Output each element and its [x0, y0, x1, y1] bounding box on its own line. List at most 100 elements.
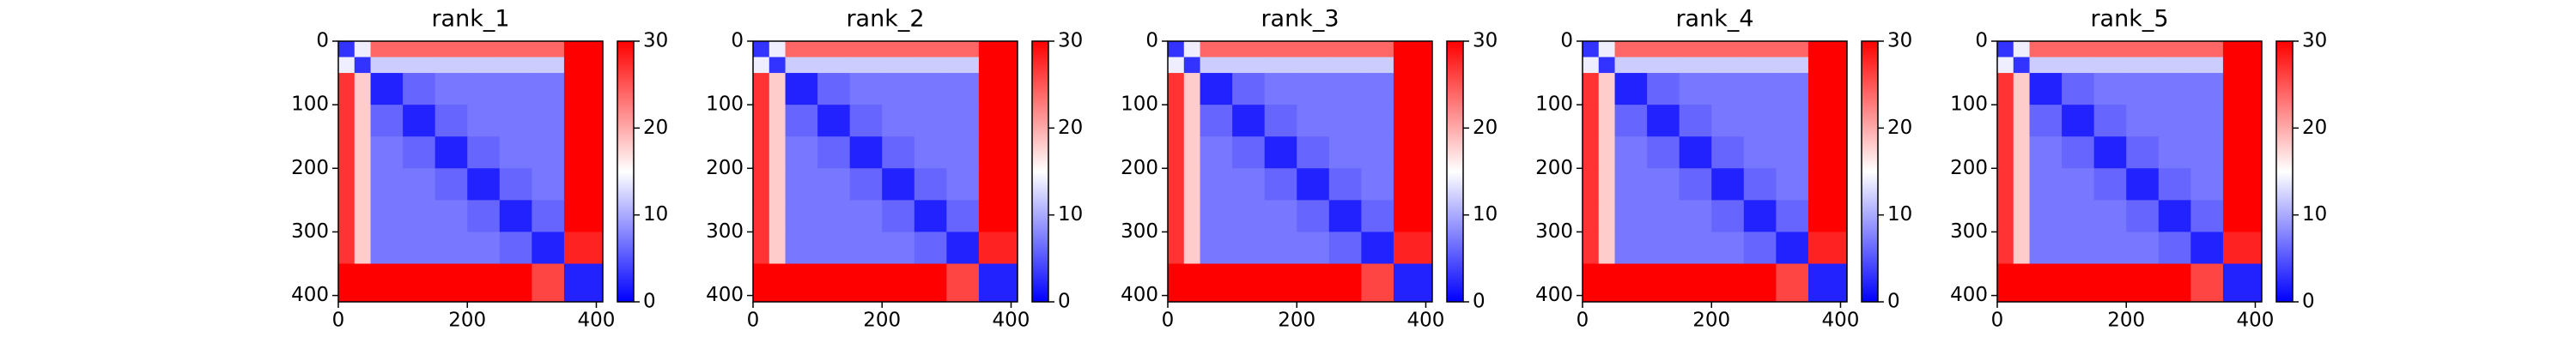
heatmap-cell: [946, 232, 980, 265]
heatmap-cell: [2062, 200, 2095, 232]
heatmap-cell: [753, 136, 770, 169]
colorbar-tick-label: 30: [643, 30, 668, 52]
heatmap-cell: [1711, 200, 1745, 232]
heatmap-cell: [1297, 136, 1330, 169]
heatmap-cell: [499, 136, 532, 169]
heatmap-cell: [1393, 41, 1433, 58]
x-tick-label: 0: [747, 310, 760, 332]
colorbar-tick-label: 0: [1887, 291, 1900, 313]
heatmap-cell: [1614, 136, 1648, 169]
heatmap-cell: [467, 200, 501, 232]
heatmap-cell: [403, 168, 436, 201]
heatmap-cell: [1776, 57, 1809, 74]
heatmap-cell: [1614, 105, 1648, 137]
heatmap-cell: [1393, 105, 1433, 137]
heatmap-cell: [914, 168, 947, 201]
heatmap-cell: [1232, 168, 1266, 201]
heatmap-cell: [978, 232, 1018, 265]
heatmap-cell: [1361, 73, 1394, 105]
heatmap-cell: [1264, 200, 1297, 232]
heatmap-cell: [354, 136, 372, 169]
heatmap-cell: [1183, 136, 1201, 169]
heatmap-cell: [882, 168, 915, 201]
plot-frame: [1582, 40, 1848, 303]
y-tick-label: 200: [1950, 157, 1988, 179]
heatmap-cell: [370, 232, 404, 265]
y-tick-label: 100: [291, 93, 329, 116]
plot-frame: [337, 40, 604, 303]
heatmap-cell: [1807, 41, 1848, 58]
colorbar-tick-label: 0: [1058, 291, 1071, 313]
heatmap-cell: [1328, 232, 1362, 265]
heatmap-cell: [1997, 57, 2014, 74]
heatmap-cell: [532, 136, 565, 169]
heatmap-cell: [849, 263, 883, 303]
colorbar-tick-label: 10: [643, 203, 668, 226]
heatmap-cell: [563, 168, 604, 201]
heatmap-cell: [370, 73, 404, 105]
colorbar-tick-label: 20: [1473, 117, 1498, 139]
heatmap-cell: [1711, 136, 1745, 169]
y-tick-label: 300: [1121, 220, 1158, 243]
heatmap-cell: [2126, 41, 2160, 58]
heatmap-cell: [849, 200, 883, 232]
x-tick-label: 200: [1692, 310, 1730, 332]
heatmap-cell: [882, 41, 915, 58]
heatmap-cell: [434, 168, 468, 201]
heatmap-cell: [1711, 41, 1745, 58]
heatmap-cell: [1614, 263, 1648, 303]
heatmap-cell: [1711, 73, 1745, 105]
heatmap-cell: [1393, 200, 1433, 232]
heatmap-cell: [2190, 200, 2224, 232]
heatmap-cell: [499, 168, 532, 201]
heatmap-cell: [2093, 263, 2127, 303]
heatmap-cell: [817, 105, 851, 137]
heatmap-cell: [2190, 73, 2224, 105]
heatmap-cell: [1743, 168, 1777, 201]
heatmap-cell: [1598, 168, 1616, 201]
heatmap-cell: [1200, 232, 1233, 265]
heatmap-cell: [1807, 105, 1848, 137]
heatmap-cell: [354, 263, 372, 303]
heatmap-cell: [882, 232, 915, 265]
heatmap-cell: [946, 105, 980, 137]
heatmap-cell: [2093, 168, 2127, 201]
heatmap-cell: [1297, 200, 1330, 232]
heatmap-cell: [1583, 263, 1600, 303]
colorbar: [1031, 40, 1049, 303]
heatmap-cell: [1679, 263, 1712, 303]
heatmap-cell: [499, 57, 532, 74]
heatmap-cell: [1776, 136, 1809, 169]
x-tick-label: 200: [448, 310, 486, 332]
heatmap-cell: [1647, 105, 1680, 137]
y-tick-label: 0: [1975, 30, 1988, 52]
x-tick-label: 0: [1162, 310, 1175, 332]
heatmap-cell: [2222, 263, 2263, 303]
heatmap-cell: [499, 105, 532, 137]
heatmap-cell: [1183, 168, 1201, 201]
heatmap-cell: [434, 136, 468, 169]
heatmap-cell: [563, 136, 604, 169]
heatmap-cell: [1614, 232, 1648, 265]
heatmap-cell: [882, 263, 915, 303]
heatmap-cell: [1361, 232, 1394, 265]
chart-title: rank_4: [1675, 6, 1753, 33]
heatmap-cell: [849, 168, 883, 201]
heatmap-cell: [785, 232, 818, 265]
heatmap-cell: [1232, 105, 1266, 137]
heatmap-cell: [1200, 263, 1233, 303]
colorbar-tick-label: 30: [1058, 30, 1083, 52]
y-tick-label: 0: [731, 30, 744, 52]
heatmap-cell: [1168, 57, 1185, 74]
heatmap-cell: [1168, 263, 1185, 303]
heatmap-cell: [946, 200, 980, 232]
heatmap-cell: [563, 232, 604, 265]
heatmap-cell: [370, 105, 404, 137]
heatmap-cell: [946, 263, 980, 303]
heatmap-cell: [1679, 105, 1712, 137]
heatmap-cell: [785, 200, 818, 232]
y-tick-label: 400: [1121, 284, 1158, 306]
heatmap-cell: [1711, 57, 1745, 74]
heatmap-cell: [2013, 136, 2031, 169]
